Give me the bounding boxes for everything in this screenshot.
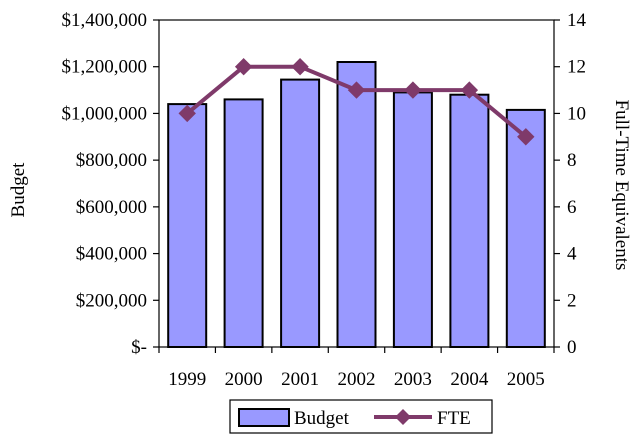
bar-budget-1999 [167, 103, 208, 348]
bar-budget-2005 [505, 108, 546, 349]
marker-fte-1999 [178, 104, 196, 123]
marker-fte-2002 [347, 81, 366, 99]
y2-axis-tick-label: 12 [567, 57, 586, 78]
x-axis-tick-label: 2001 [281, 369, 319, 390]
x-axis-tick-label: 2002 [338, 369, 376, 390]
x-axis-tick-label: 2003 [394, 369, 432, 390]
bar-budget-2001 [280, 78, 321, 348]
legend-swatch-budget [238, 408, 290, 427]
y2-axis-title: Full-Time Equivalents [611, 100, 632, 271]
y-axis-tick-label: $200,000 [76, 290, 147, 311]
y2-axis-tick-label: 2 [567, 290, 577, 311]
marker-fte-2004 [460, 81, 479, 99]
y-axis-tick-label: $1,400,000 [62, 10, 148, 31]
y2-axis-tick-label: 14 [567, 10, 587, 31]
y-axis-tick-label: $600,000 [76, 197, 147, 218]
legend-label-fte: FTE [437, 408, 471, 429]
y2-axis-tick-label: 0 [567, 337, 577, 358]
y2-axis-tick-label: 10 [567, 103, 586, 124]
x-axis-tick-label: 2004 [450, 369, 489, 390]
y-axis-tick-label: $1,000,000 [62, 103, 148, 124]
bar-budget-2004 [449, 93, 490, 348]
legend-label-budget: Budget [294, 408, 350, 429]
plot-area-frame [158, 19, 555, 348]
y2-axis-tick-label: 8 [567, 150, 577, 171]
marker-fte-2001 [291, 58, 309, 76]
bar-budget-2003 [392, 91, 433, 349]
marker-fte-2005 [517, 128, 535, 146]
y-axis-tick-label: $400,000 [76, 244, 147, 265]
bar-budget-2000 [223, 98, 264, 349]
y2-axis-tick-label: 6 [567, 197, 577, 218]
y-axis-title: Budget [8, 162, 29, 218]
x-axis-tick-label: 2005 [507, 369, 545, 390]
y-axis-tick-label: $- [131, 337, 147, 358]
y2-axis-tick-label: 4 [567, 244, 577, 265]
y-axis-tick-label: $800,000 [76, 150, 147, 171]
x-axis-tick-label: 1999 [168, 369, 206, 390]
bar-budget-2002 [336, 61, 377, 348]
marker-fte-2000 [234, 58, 253, 76]
marker-fte-2003 [404, 81, 422, 99]
y-axis-tick-label: $1,200,000 [62, 57, 148, 78]
x-axis-tick-label: 2000 [225, 369, 263, 390]
legend-marker-fte [395, 409, 411, 425]
